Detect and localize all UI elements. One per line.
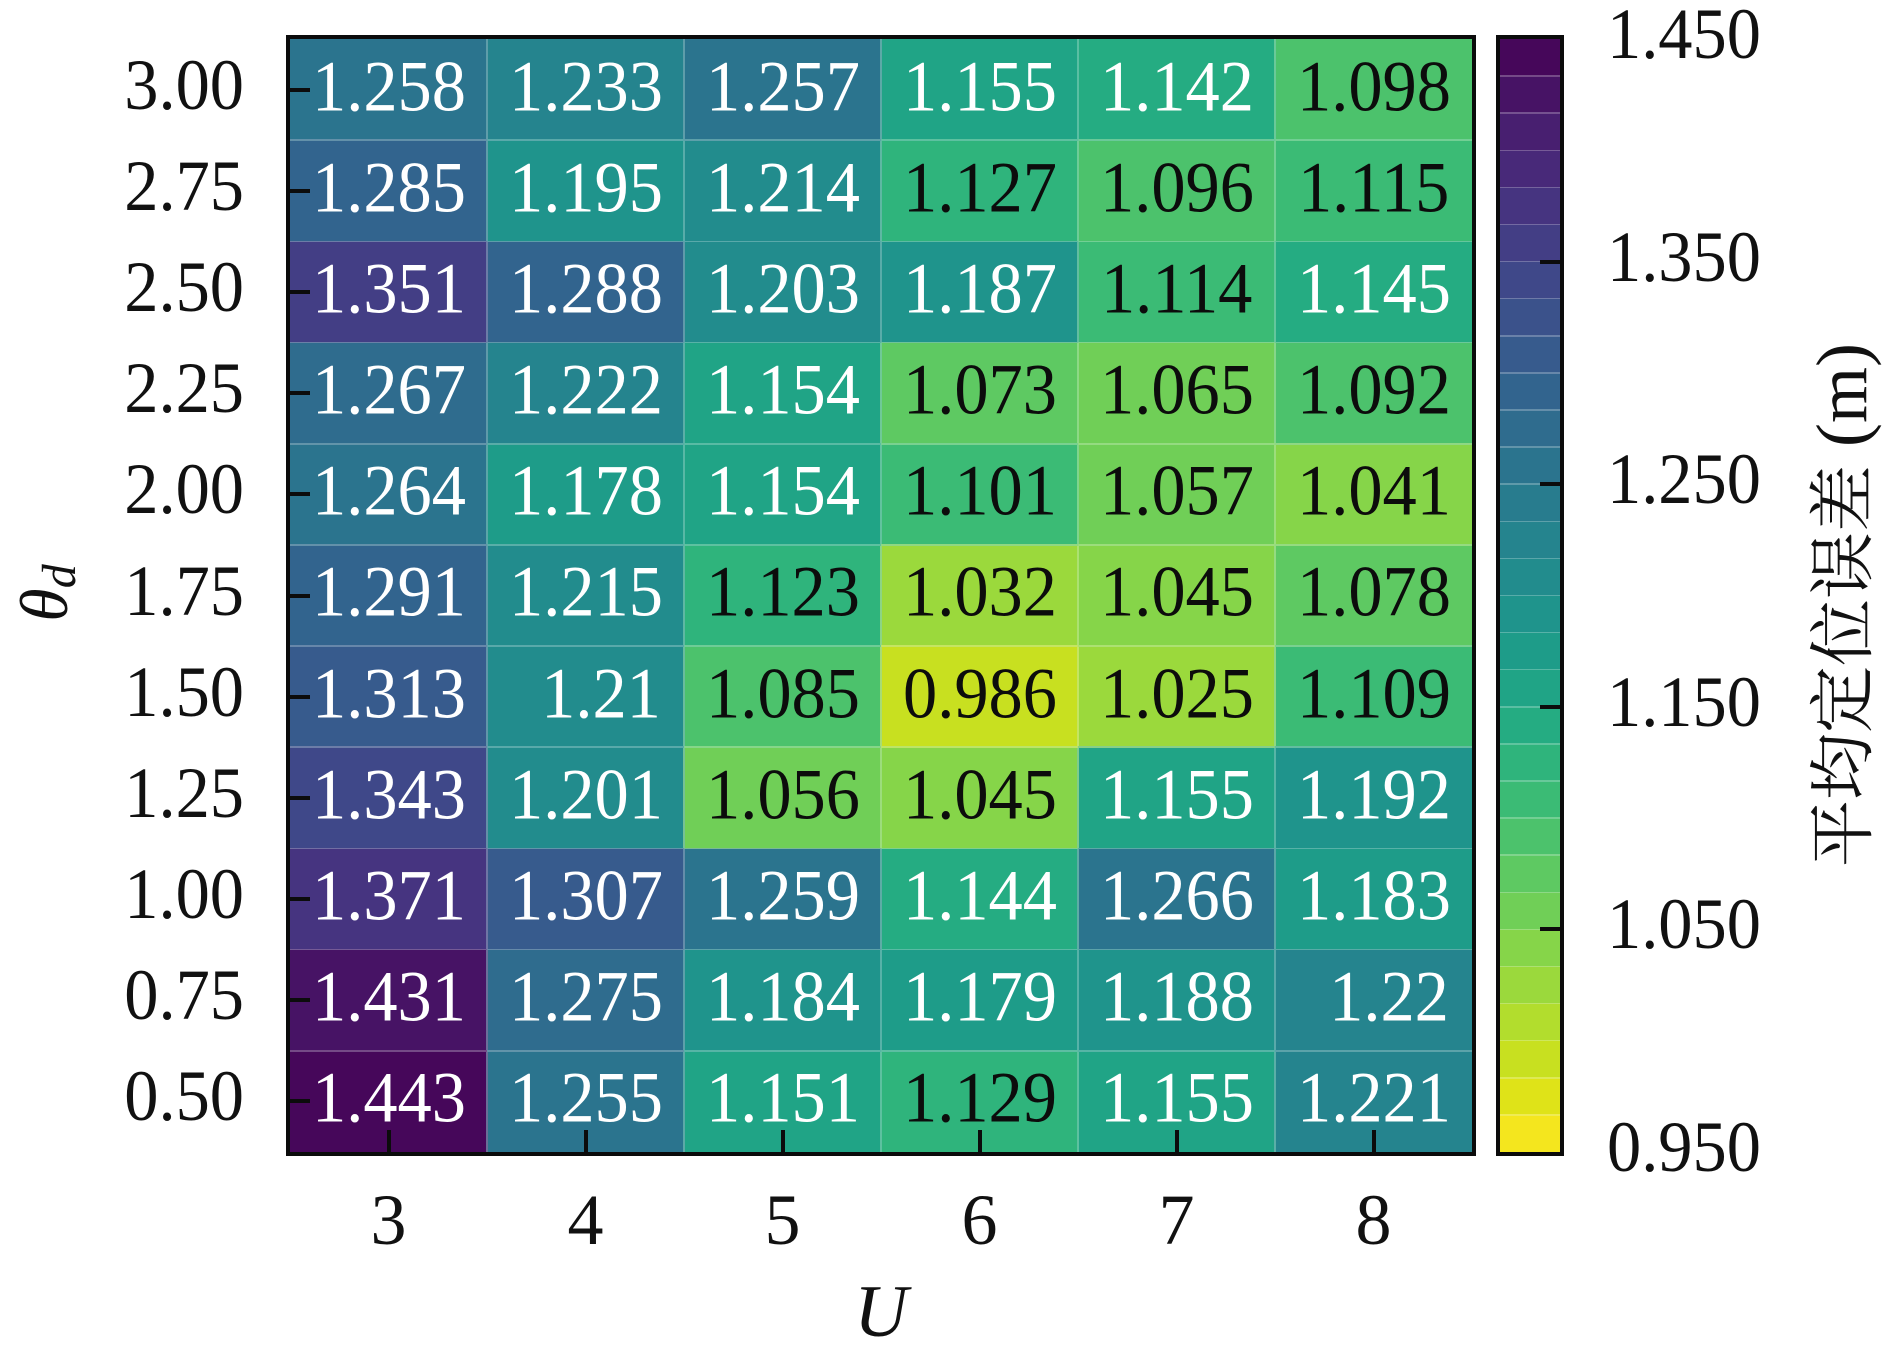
svg-text:(m): (m)	[1802, 343, 1882, 447]
